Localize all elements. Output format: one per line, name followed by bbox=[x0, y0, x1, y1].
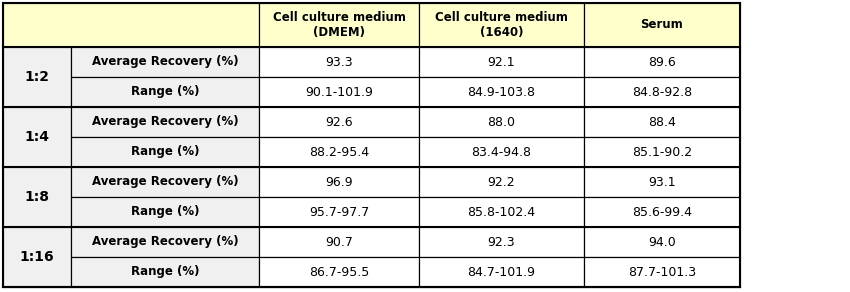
Bar bbox=[71, 107, 259, 137]
Text: Range (%): Range (%) bbox=[131, 145, 199, 159]
Bar bbox=[419, 47, 584, 77]
Bar bbox=[3, 107, 71, 167]
Bar bbox=[584, 77, 740, 107]
Text: Average Recovery (%): Average Recovery (%) bbox=[92, 116, 238, 128]
Bar bbox=[584, 227, 740, 257]
Text: 85.8-102.4: 85.8-102.4 bbox=[468, 206, 536, 218]
Text: 86.7-95.5: 86.7-95.5 bbox=[309, 265, 369, 279]
Text: 92.2: 92.2 bbox=[488, 175, 515, 189]
Text: 90.1-101.9: 90.1-101.9 bbox=[305, 86, 373, 98]
Bar bbox=[419, 257, 584, 287]
Bar bbox=[71, 77, 259, 107]
Bar bbox=[71, 257, 259, 287]
Text: 87.7-101.3: 87.7-101.3 bbox=[628, 265, 696, 279]
Bar bbox=[584, 257, 740, 287]
Text: Cell culture medium
(DMEM): Cell culture medium (DMEM) bbox=[273, 11, 405, 39]
Text: 84.8-92.8: 84.8-92.8 bbox=[632, 86, 692, 98]
Bar bbox=[419, 167, 584, 197]
Bar bbox=[259, 257, 419, 287]
Text: 1:8: 1:8 bbox=[25, 190, 49, 204]
Text: 93.1: 93.1 bbox=[649, 175, 676, 189]
Text: Average Recovery (%): Average Recovery (%) bbox=[92, 55, 238, 69]
Text: 94.0: 94.0 bbox=[648, 236, 676, 248]
Bar bbox=[3, 47, 71, 107]
Bar bbox=[419, 3, 584, 47]
Bar bbox=[259, 197, 419, 227]
Text: Average Recovery (%): Average Recovery (%) bbox=[92, 236, 238, 248]
Bar bbox=[259, 47, 419, 77]
Text: 1:2: 1:2 bbox=[25, 70, 49, 84]
Bar bbox=[71, 227, 259, 257]
Bar bbox=[584, 137, 740, 167]
Text: 95.7-97.7: 95.7-97.7 bbox=[309, 206, 369, 218]
Text: 89.6: 89.6 bbox=[648, 55, 676, 69]
Text: 90.7: 90.7 bbox=[325, 236, 353, 248]
Bar bbox=[584, 47, 740, 77]
Text: Range (%): Range (%) bbox=[131, 206, 199, 218]
Text: 1:4: 1:4 bbox=[25, 130, 49, 144]
Bar bbox=[584, 3, 740, 47]
Bar bbox=[3, 3, 259, 47]
Bar bbox=[259, 227, 419, 257]
Bar bbox=[419, 137, 584, 167]
Text: Cell culture medium
(1640): Cell culture medium (1640) bbox=[435, 11, 568, 39]
Text: Average Recovery (%): Average Recovery (%) bbox=[92, 175, 238, 189]
Text: 92.1: 92.1 bbox=[488, 55, 515, 69]
Text: 88.0: 88.0 bbox=[488, 116, 515, 128]
Bar bbox=[584, 167, 740, 197]
Text: Range (%): Range (%) bbox=[131, 265, 199, 279]
Text: 92.3: 92.3 bbox=[488, 236, 515, 248]
Bar bbox=[419, 197, 584, 227]
Bar bbox=[71, 137, 259, 167]
Bar bbox=[3, 167, 71, 227]
Bar bbox=[259, 3, 419, 47]
Text: 85.6-99.4: 85.6-99.4 bbox=[632, 206, 692, 218]
Bar bbox=[259, 77, 419, 107]
Bar bbox=[259, 167, 419, 197]
Bar bbox=[71, 167, 259, 197]
Text: 88.4: 88.4 bbox=[648, 116, 676, 128]
Text: 93.3: 93.3 bbox=[326, 55, 353, 69]
Text: 83.4-94.8: 83.4-94.8 bbox=[472, 145, 531, 159]
Text: 85.1-90.2: 85.1-90.2 bbox=[632, 145, 692, 159]
Text: 88.2-95.4: 88.2-95.4 bbox=[309, 145, 369, 159]
Bar bbox=[419, 77, 584, 107]
Bar bbox=[419, 227, 584, 257]
Bar bbox=[3, 227, 71, 287]
Text: 84.7-101.9: 84.7-101.9 bbox=[468, 265, 536, 279]
Bar bbox=[71, 197, 259, 227]
Bar bbox=[71, 47, 259, 77]
Bar bbox=[259, 137, 419, 167]
Text: Range (%): Range (%) bbox=[131, 86, 199, 98]
Bar bbox=[584, 197, 740, 227]
Bar bbox=[259, 107, 419, 137]
Bar bbox=[584, 107, 740, 137]
Text: Serum: Serum bbox=[641, 18, 683, 32]
Text: 84.9-103.8: 84.9-103.8 bbox=[468, 86, 536, 98]
Text: 96.9: 96.9 bbox=[326, 175, 353, 189]
Text: 1:16: 1:16 bbox=[20, 250, 54, 264]
Bar bbox=[419, 107, 584, 137]
Text: 92.6: 92.6 bbox=[326, 116, 353, 128]
